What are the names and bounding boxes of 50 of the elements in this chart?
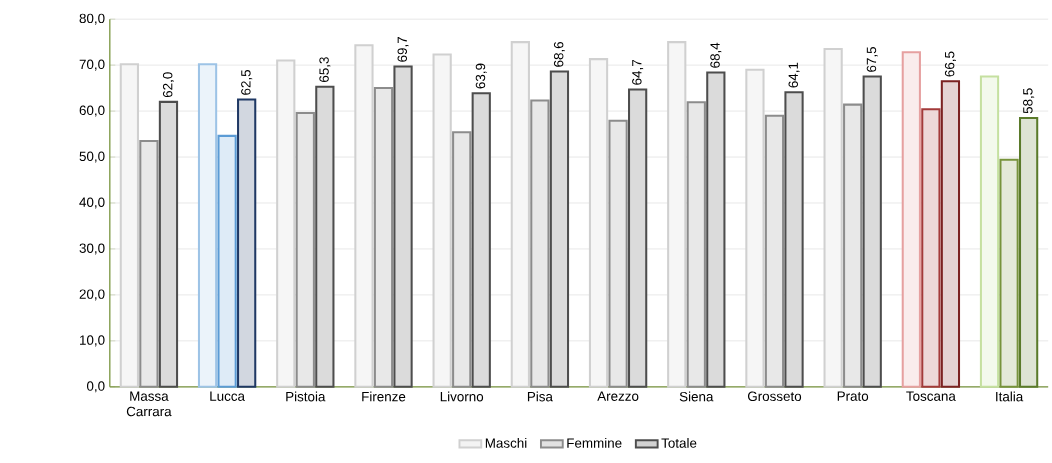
x-tick-label: Grosseto (747, 391, 802, 401)
data-label: 66,5 (944, 51, 956, 77)
bar (197, 62, 218, 388)
data-label: 63,9 (475, 63, 487, 89)
bar (217, 134, 237, 388)
x-tick-label: Prato (837, 391, 869, 401)
data-label: 65,3 (319, 56, 331, 82)
x-tick-label: Firenze (362, 391, 406, 402)
data-label: 62,5 (241, 69, 253, 95)
data-label: 69,7 (397, 36, 409, 62)
bar (843, 103, 863, 388)
bar (295, 111, 315, 388)
x-tick-label: Italia (996, 391, 1024, 402)
bar (979, 75, 1000, 388)
legend-label: Maschi (485, 437, 527, 448)
y-tick-label: 50,0 (79, 151, 105, 163)
x-tick-label: Arezzo (597, 391, 639, 401)
bar (373, 86, 394, 388)
y-tick-label: 20,0 (79, 289, 105, 301)
data-label: 67,5 (866, 46, 878, 72)
bar (237, 98, 257, 388)
y-tick-label: 70,0 (79, 59, 105, 71)
data-label: 64,1 (788, 62, 800, 88)
x-tick-label: Massa Carrara (126, 391, 172, 417)
bar (764, 114, 785, 388)
x-tick-label: Siena (679, 391, 714, 402)
y-tick-label: 0,0 (86, 381, 105, 393)
bar (452, 130, 472, 388)
x-tick-label: Toscana (906, 391, 956, 401)
y-tick-label: 40,0 (79, 197, 105, 209)
data-label: 68,6 (553, 41, 565, 67)
y-tick-label: 10,0 (80, 335, 105, 347)
legend-label: Femmine (567, 437, 622, 448)
data-label: 62,0 (162, 72, 174, 97)
bar (686, 101, 706, 388)
y-tick-label: 60,0 (79, 105, 105, 117)
y-tick-label: 80,0 (79, 13, 105, 25)
x-tick-label: Pistoia (286, 391, 326, 402)
bar (530, 99, 550, 388)
legend-label: Totale (661, 437, 697, 448)
y-tick-label: 30,0 (79, 243, 105, 255)
x-tick-label: Livorno (440, 391, 484, 402)
bar (901, 51, 921, 388)
bar (139, 139, 159, 388)
data-label: 64,7 (632, 59, 644, 85)
data-label: 58,5 (1023, 88, 1035, 114)
bar (608, 119, 628, 388)
x-tick-label: Pisa (527, 391, 553, 402)
data-label: 68,4 (710, 42, 722, 68)
x-tick-label: Lucca (210, 391, 245, 401)
